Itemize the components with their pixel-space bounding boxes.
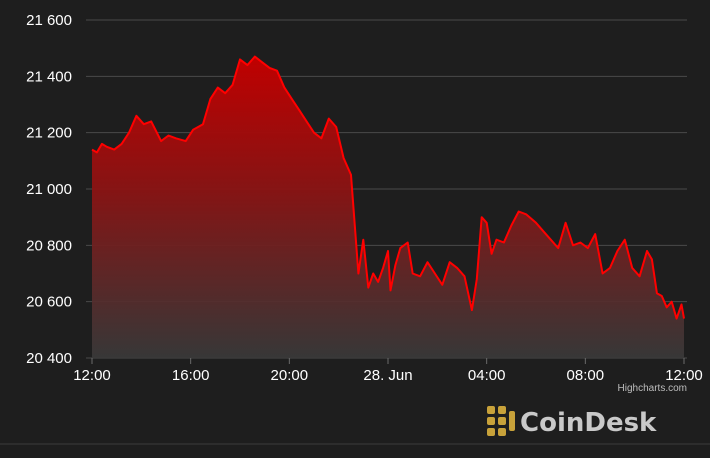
plot-area xyxy=(91,55,685,358)
y-tick-label: 21 400 xyxy=(26,68,72,85)
brand-name: CoinDesk xyxy=(520,408,657,438)
x-tick-label: 16:00 xyxy=(172,367,210,384)
y-tick-label: 21 600 xyxy=(26,12,72,29)
x-tick-label: 20:00 xyxy=(271,367,309,384)
y-tick-label: 20 800 xyxy=(26,237,72,254)
y-tick-label: 21 000 xyxy=(26,181,72,198)
coindesk-logo-icon xyxy=(487,406,515,436)
y-tick-label: 20 400 xyxy=(26,350,72,367)
x-tick-label: 04:00 xyxy=(468,367,506,384)
series-area-fill xyxy=(92,56,684,358)
x-axis: 12:00 16:00 20:00 28. Jun 04:00 08:00 12:00 xyxy=(73,358,703,384)
y-tick-label: 20 600 xyxy=(26,294,72,311)
x-tick-label: 08:00 xyxy=(567,367,605,384)
series-line[interactable] xyxy=(91,55,685,320)
x-tick-label: 28. Jun xyxy=(363,367,412,384)
y-tick-label: 21 200 xyxy=(26,125,72,142)
x-tick-label: 12:00 xyxy=(665,367,703,384)
x-tick-label: 12:00 xyxy=(73,367,111,384)
y-axis: 20 400 20 600 20 800 21 000 21 200 21 400 21 6… xyxy=(26,12,72,367)
highcharts-credit[interactable]: Highcharts.com xyxy=(618,383,687,394)
